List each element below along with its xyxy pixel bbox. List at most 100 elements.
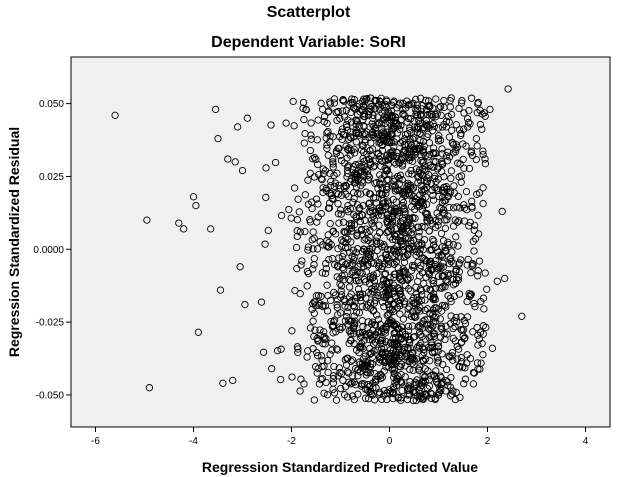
data-point [322, 378, 330, 387]
data-point [421, 355, 430, 363]
data-point [336, 275, 344, 283]
data-point [216, 286, 225, 294]
data-point [428, 163, 436, 171]
data-point [327, 177, 335, 186]
data-point [436, 384, 444, 392]
data-point [382, 293, 390, 302]
data-points [111, 85, 526, 405]
data-point [375, 261, 384, 269]
data-point [337, 287, 345, 295]
data-point [301, 227, 309, 236]
data-point [347, 380, 355, 388]
data-point [403, 218, 411, 226]
data-point [334, 245, 342, 253]
data-point [449, 387, 457, 395]
data-point [353, 232, 361, 240]
data-point [452, 233, 460, 241]
data-point [238, 166, 247, 175]
data-point [366, 190, 375, 198]
data-point [409, 236, 417, 245]
data-point [322, 184, 330, 193]
data-point [401, 235, 410, 243]
data-point [392, 257, 401, 266]
data-point [388, 221, 396, 229]
data-point [454, 192, 462, 201]
data-point [362, 225, 370, 233]
data-point [463, 261, 471, 269]
data-point [389, 235, 397, 244]
data-point [422, 167, 430, 175]
data-point [384, 138, 392, 146]
data-point [393, 374, 401, 383]
data-point [381, 132, 389, 140]
data-point [415, 232, 423, 241]
data-point [322, 134, 330, 142]
chart-title: Scatterplot [267, 4, 351, 21]
data-point [335, 364, 343, 372]
data-point [331, 179, 339, 187]
data-point [472, 134, 481, 143]
data-point [261, 240, 269, 248]
data-point [375, 390, 384, 398]
data-point [316, 326, 324, 334]
data-point [437, 322, 446, 330]
data-point [304, 347, 312, 355]
data-point [474, 230, 483, 238]
data-point [374, 113, 382, 121]
data-point [282, 119, 290, 127]
data-point [376, 171, 384, 179]
data-point [324, 368, 332, 377]
data-point [330, 171, 338, 180]
data-point [501, 274, 509, 283]
data-point [449, 241, 458, 249]
data-point [446, 188, 455, 196]
data-point [434, 124, 443, 132]
data-point [392, 353, 400, 361]
data-point [304, 243, 313, 251]
data-point [317, 352, 326, 360]
data-point [382, 288, 390, 297]
data-point [366, 208, 375, 216]
data-point [391, 379, 399, 387]
data-point [259, 348, 268, 356]
data-point [474, 267, 482, 275]
data-point [382, 255, 391, 263]
data-point [338, 257, 346, 266]
data-point [333, 345, 341, 353]
data-point [442, 303, 450, 311]
data-point [323, 144, 331, 153]
data-point [319, 241, 327, 249]
data-point [368, 120, 376, 128]
data-point [328, 254, 337, 263]
data-point [426, 285, 434, 294]
data-point [345, 135, 353, 144]
data-point [466, 354, 475, 363]
data-point [397, 396, 405, 404]
data-point [360, 110, 369, 118]
data-point [404, 332, 413, 340]
data-point [350, 179, 358, 187]
data-point [393, 242, 401, 251]
data-point [349, 268, 357, 276]
data-point [346, 336, 355, 345]
data-point [437, 252, 445, 260]
data-point [373, 328, 382, 337]
data-point [479, 199, 487, 208]
data-point [432, 375, 441, 383]
data-point [405, 170, 413, 178]
data-point [309, 245, 317, 253]
data-point [423, 320, 431, 329]
data-point [406, 365, 414, 374]
data-point [343, 173, 351, 181]
data-point [377, 136, 385, 144]
data-point [475, 257, 484, 265]
data-point [454, 345, 463, 353]
data-point [423, 174, 431, 182]
data-point [267, 121, 275, 129]
data-point [345, 369, 353, 377]
data-point [425, 227, 433, 235]
data-point [308, 305, 316, 313]
data-point [408, 349, 416, 357]
data-point [359, 290, 367, 298]
data-point [370, 216, 378, 224]
